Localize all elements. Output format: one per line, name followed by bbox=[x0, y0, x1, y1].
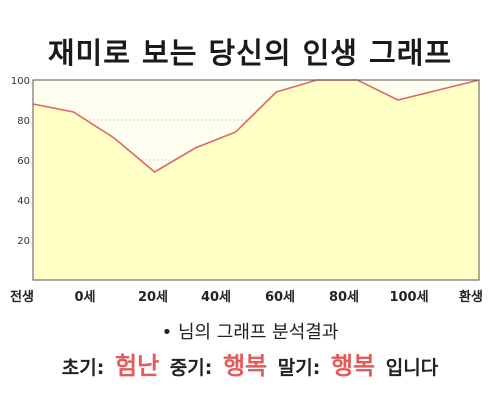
x-tick-label: 0세 bbox=[74, 290, 95, 305]
x-tick-label: 100세 bbox=[389, 290, 428, 305]
late-value: 행복 bbox=[330, 352, 376, 380]
late-label: 말기: bbox=[277, 357, 321, 379]
x-tick-label: 80세 bbox=[329, 290, 359, 305]
mid-label: 중기: bbox=[169, 357, 213, 379]
analysis-result: 초기: 험난 중기: 행복 말기: 행복 입니다 bbox=[0, 346, 500, 381]
x-tick-label: 환생 bbox=[459, 289, 483, 305]
chart-title: 재미로 보는 당신의 인생 그래프 bbox=[47, 36, 453, 70]
mid-value: 행복 bbox=[222, 352, 268, 380]
plot-border bbox=[32, 79, 480, 281]
x-tick-label: 40세 bbox=[201, 290, 231, 305]
early-label: 초기: bbox=[61, 357, 105, 379]
y-tick-label: 60 bbox=[17, 156, 30, 167]
y-tick-label: 80 bbox=[17, 116, 30, 127]
analysis-summary: • 님의 그래프 분석결과 bbox=[0, 318, 500, 344]
x-tick-label: 60세 bbox=[265, 290, 295, 305]
early-value: 험난 bbox=[114, 352, 160, 380]
y-axis-ticks: 20 40 60 80 100 bbox=[11, 76, 30, 247]
x-axis-ticks: 전생 0세 20세 40세 60세 80세 100세 환생 bbox=[10, 289, 483, 305]
y-tick-label: 100 bbox=[11, 76, 30, 87]
x-tick-label: 20세 bbox=[138, 290, 168, 305]
bullet: • bbox=[161, 322, 173, 343]
series-line bbox=[32, 79, 480, 173]
y-tick-label: 40 bbox=[17, 196, 30, 207]
x-tick-label: 전생 bbox=[10, 289, 34, 305]
y-tick-label: 20 bbox=[17, 236, 30, 247]
summary-text: 님의 그래프 분석결과 bbox=[177, 322, 339, 343]
ending-text: 입니다 bbox=[385, 357, 439, 379]
area-fill bbox=[33, 80, 479, 280]
